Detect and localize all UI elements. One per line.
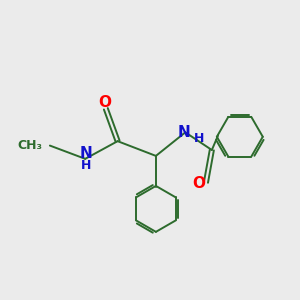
Text: CH₃: CH₃ (17, 139, 43, 152)
Text: O: O (98, 95, 111, 110)
Text: O: O (192, 176, 205, 191)
Text: H: H (194, 132, 205, 145)
Text: N: N (178, 125, 190, 140)
Text: N: N (80, 146, 92, 161)
Text: H: H (81, 159, 91, 172)
